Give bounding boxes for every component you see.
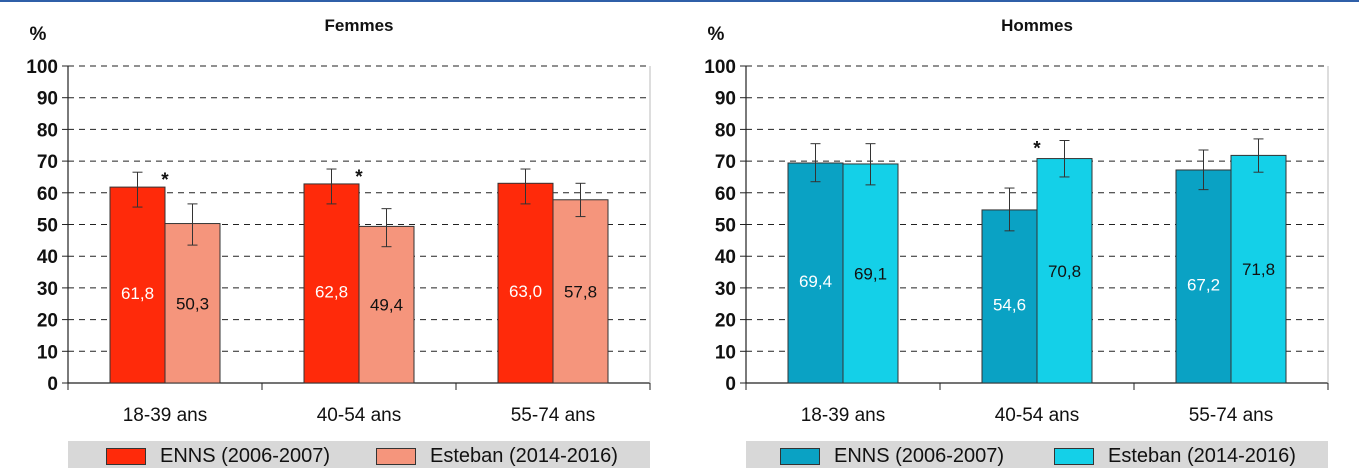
bar [358,225,415,384]
chart-title: Femmes [325,16,394,35]
x-tick-label: 55-74 ans [1189,405,1274,426]
y-axis-label: % [30,24,47,45]
chart-femmes: Femmes% 0 10 20 30 40 50 60 70 80 90 100 18-39 ans 40… [26,16,651,426]
bar [787,162,844,384]
legend-item-esteban: Esteban (2014-2016) [376,445,618,468]
x-tick-label: 18-39 ans [801,405,886,426]
legend-item-enns: ENNS (2006-2007) [106,445,330,468]
y-tick-label: 60 [715,184,736,205]
significance-marker: * [161,170,169,191]
y-tick-label: 30 [37,279,58,300]
data-label: 67,2 [1187,275,1220,294]
data-label: 62,8 [315,282,348,301]
data-label: 57,8 [564,282,597,301]
y-tick-label: 10 [715,342,736,363]
legend-swatch-enns [106,448,146,465]
y-tick-label: 0 [725,374,736,395]
legend-label-enns: ENNS (2006-2007) [834,445,1005,467]
y-tick-label: 90 [37,89,58,110]
significance-marker: * [1033,138,1041,159]
legend-swatch-esteban [1054,448,1094,465]
legend-femmes: ENNS (2006-2007) Esteban (2014-2016) [68,441,650,468]
x-tick-label: 18-39 ans [123,405,208,426]
data-label: 69,1 [854,264,887,283]
y-tick-label: 50 [37,216,58,237]
legend-swatch-esteban [376,448,416,465]
legend-label-esteban: Esteban (2014-2016) [430,445,618,467]
y-tick-label: 80 [37,120,58,141]
x-tick-label: 40-54 ans [317,405,402,426]
y-tick-label: 0 [47,374,58,395]
bar [164,223,221,384]
bar [303,183,360,384]
y-tick-label: 40 [37,247,58,268]
top-border-line [0,0,1359,2]
chart-title: Hommes [1001,16,1073,35]
y-tick-label: 70 [715,152,736,173]
y-tick-label: 70 [37,152,58,173]
x-tick-label: 40-54 ans [995,405,1080,426]
y-tick-label: 20 [715,311,736,332]
y-tick-label: 30 [715,279,736,300]
data-label: 70,8 [1048,262,1081,281]
legend-swatch-enns [780,448,820,465]
data-label: 71,8 [1242,260,1275,279]
data-label: 63,0 [509,282,542,301]
y-tick-label: 100 [704,57,736,78]
legend-label-enns: ENNS (2006-2007) [160,445,331,467]
bar [552,199,609,384]
legend-hommes: ENNS (2006-2007) Esteban (2014-2016) [746,441,1328,468]
y-tick-label: 60 [37,184,58,205]
bar [1175,169,1232,384]
data-label: 49,4 [370,296,403,315]
y-tick-label: 20 [37,311,58,332]
y-tick-label: 100 [26,57,58,78]
legend-item-enns: ENNS (2006-2007) [780,445,1004,468]
x-tick-label: 55-74 ans [511,405,596,426]
bar [1230,154,1287,384]
data-label: 69,4 [799,272,832,291]
legend-item-esteban: Esteban (2014-2016) [1054,445,1296,468]
significance-marker: * [355,167,363,188]
y-tick-label: 50 [715,216,736,237]
data-label: 61,8 [121,284,154,303]
legend-label-esteban: Esteban (2014-2016) [1108,445,1296,467]
chart-hommes: Hommes% 0 10 20 30 40 50 60 70 80 90 100 18-39 ans 40… [704,16,1329,426]
bar [497,182,554,384]
y-tick-label: 80 [715,120,736,141]
y-axis-label: % [708,24,725,45]
data-label: 54,6 [993,295,1026,314]
data-label: 50,3 [176,294,209,313]
y-tick-label: 40 [715,247,736,268]
y-tick-label: 10 [37,342,58,363]
bar [842,163,899,384]
y-tick-label: 90 [715,89,736,110]
